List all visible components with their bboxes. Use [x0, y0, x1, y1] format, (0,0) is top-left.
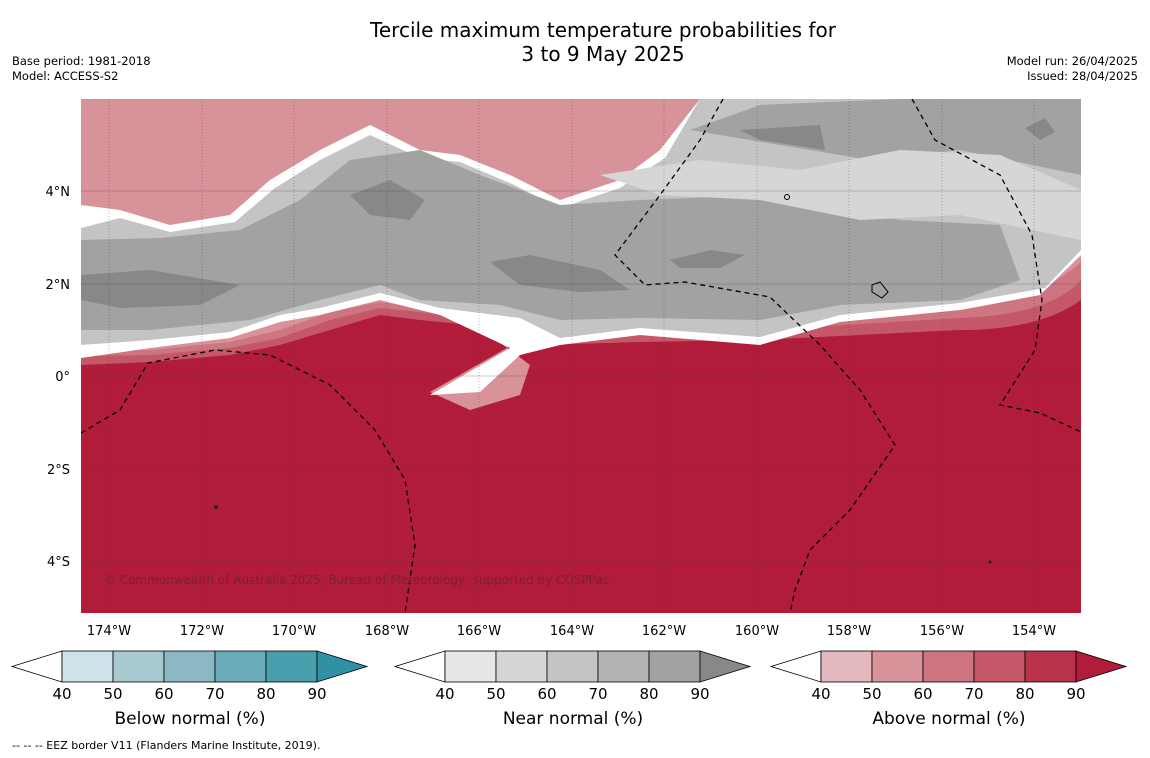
colorbar-high-arrow: [699, 650, 752, 683]
colorbar-segment: [648, 650, 701, 683]
base-period: Base period: 1981-2018: [12, 54, 151, 68]
near-90-patch-5: [490, 255, 630, 292]
colorbar-tick-label: 40: [52, 685, 71, 703]
island-small: [784, 194, 790, 200]
colorbar-segment: [61, 650, 114, 683]
lon-axis-labels: 174°W 172°W 170°W 168°W 166°W 164°W 162°…: [87, 624, 1056, 639]
lon-label: 158°W: [827, 624, 871, 639]
near-80-band-north: [690, 99, 1081, 175]
colorbar-segment: [265, 650, 318, 683]
colorbar-segment: [495, 650, 548, 683]
model-name: Model: ACCESS-S2: [12, 69, 119, 83]
colorbar-tick-label: 60: [913, 685, 932, 703]
lat-label: 4°N: [46, 185, 71, 200]
latitude-lines: [81, 190, 1081, 562]
lon-label: 166°W: [457, 624, 501, 639]
colorbar-tick-label: 80: [639, 685, 658, 703]
colorbar-tick-label: 90: [307, 685, 326, 703]
colorbar-tick-label: 60: [154, 685, 173, 703]
near-90-patch-6: [670, 250, 745, 268]
colorbar-segment: [163, 650, 216, 683]
near-80-band-central: [81, 150, 1020, 330]
near-60-band: [600, 150, 1081, 240]
colorbar-segment: [112, 650, 165, 683]
near-90-patch-2: [1025, 118, 1055, 140]
lat-label: 2°S: [47, 463, 70, 478]
lon-label: 172°W: [180, 624, 224, 639]
meta-right: Model run: 26/04/2025 Issued: 28/04/2025: [1007, 54, 1138, 84]
issued-date: Issued: 28/04/2025: [1027, 69, 1138, 83]
colorbar-low-arrow: [10, 650, 63, 683]
colorbar-high-arrow: [1075, 650, 1128, 683]
colorbar-high-arrow: [316, 650, 369, 683]
colorbar-tick-label: 80: [256, 685, 275, 703]
eez-borders: [81, 99, 1081, 613]
lon-label: 164°W: [550, 624, 594, 639]
colorbar-tick-label: 50: [862, 685, 881, 703]
colorbar-segment: [871, 650, 924, 683]
island-outline: [871, 281, 889, 299]
title-line-1: Tercile maximum temperature probabilitie…: [370, 18, 836, 42]
colorbar-tick-label: 80: [1015, 685, 1034, 703]
island-dot-1: [214, 505, 218, 509]
map-field: [81, 99, 1081, 613]
colorbar-tick-label: 90: [1066, 685, 1085, 703]
lat-axis-labels: 4°N 2°N 0° 2°S 4°S: [46, 185, 71, 570]
lon-label: 154°W: [1012, 624, 1056, 639]
colorbar-tick-label: 70: [205, 685, 224, 703]
colorbar-segment: [1024, 650, 1077, 683]
lon-label: 168°W: [365, 624, 409, 639]
colorbar-tick-label: 40: [811, 685, 830, 703]
colorbar-segment: [922, 650, 975, 683]
lon-label: 156°W: [920, 624, 964, 639]
near-90-patch-3: [81, 270, 240, 308]
lon-label: 160°W: [735, 624, 779, 639]
above-normal-label: Above normal (%): [872, 709, 1026, 729]
near-90-patch-1: [740, 125, 825, 150]
colorbar-segment: [444, 650, 497, 683]
colorbar-segment: [546, 650, 599, 683]
colorbar-tick-label: 70: [964, 685, 983, 703]
model-run: Model run: 26/04/2025: [1006, 54, 1138, 68]
lat-label: 4°S: [47, 555, 70, 570]
colorbar-segment: [214, 650, 267, 683]
colorbar-segment: [820, 650, 873, 683]
lon-label: 170°W: [272, 624, 316, 639]
lon-label: 162°W: [642, 624, 686, 639]
near-normal-label: Near normal (%): [502, 709, 644, 729]
lat-label: 2°N: [46, 278, 71, 293]
colorbar-tick-label: 50: [486, 685, 505, 703]
colorbar-segment: [597, 650, 650, 683]
colorbar-tick-label: 70: [588, 685, 607, 703]
colorbar-tick-label: 90: [690, 685, 709, 703]
eez-footnote: -- -- -- EEZ border V11 (Flanders Marine…: [12, 739, 321, 752]
colorbar-tick-label: 40: [435, 685, 454, 703]
colorbar-low-arrow: [769, 650, 822, 683]
map-title: Tercile maximum temperature probabilitie…: [0, 18, 1150, 66]
below-normal-label: Below normal (%): [114, 709, 266, 729]
near-90-patch-4: [350, 180, 425, 220]
colorbar-segment: [973, 650, 1026, 683]
colorbar-low-arrow: [393, 650, 446, 683]
meta-left: Base period: 1981-2018 Model: ACCESS-S2: [12, 54, 151, 84]
colorbars: 40 50 60 70 80 90 40 50 60 70 80 90 40 50 60 70 80 90: [10, 650, 1128, 703]
title-line-2: 3 to 9 May 2025: [521, 42, 685, 66]
colorbar-tick-label: 50: [103, 685, 122, 703]
copyright-notice: © Commonwealth of Australia 2025, Bureau…: [104, 573, 609, 587]
colorbar-tick-label: 60: [537, 685, 556, 703]
lon-label: 174°W: [87, 624, 131, 639]
lat-label: 0°: [55, 370, 70, 385]
